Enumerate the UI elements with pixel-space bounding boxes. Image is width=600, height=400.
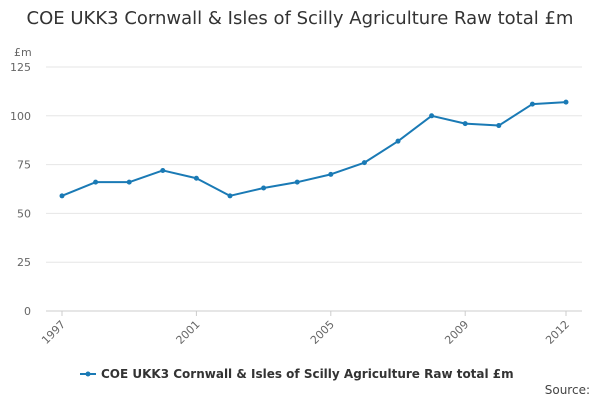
x-tick-label: 2005 <box>308 318 337 347</box>
chart-title: COE UKK3 Cornwall & Isles of Scilly Agri… <box>26 8 574 29</box>
y-tick-label: 50 <box>17 207 31 220</box>
x-tick-label: 1997 <box>39 318 68 347</box>
data-point <box>563 99 569 105</box>
gridlines <box>46 66 582 312</box>
data-point <box>59 193 65 199</box>
y-tick-label: 100 <box>10 110 31 123</box>
data-point <box>294 179 300 185</box>
data-point <box>126 179 132 185</box>
series-line <box>61 101 567 197</box>
data-point <box>462 121 468 127</box>
x-tick-label: 2009 <box>442 318 471 347</box>
data-point <box>93 179 99 185</box>
series-layer <box>59 99 569 199</box>
x-axis: 1997 2001 2005 2009 2012 <box>39 311 572 347</box>
y-tick-label: 0 <box>24 305 31 318</box>
data-point <box>160 167 166 173</box>
y-tick-label: 75 <box>17 159 31 172</box>
y-tick-label: 125 <box>10 61 31 74</box>
data-point <box>496 123 502 129</box>
data-point <box>361 160 367 166</box>
data-point <box>328 171 334 177</box>
data-point <box>429 113 435 119</box>
data-point <box>395 138 401 144</box>
y-axis: £m 0 25 50 75 100 125 <box>10 46 32 318</box>
data-point <box>529 101 535 107</box>
y-tick-label: 25 <box>17 256 31 269</box>
data-point <box>193 175 199 181</box>
legend[interactable]: COE UKK3 Cornwall & Isles of Scilly Agri… <box>80 367 514 381</box>
x-tick-label: 2012 <box>543 318 572 347</box>
data-point <box>261 185 267 191</box>
legend-swatch-marker <box>85 371 91 377</box>
x-tick-label: 2001 <box>174 318 203 347</box>
source-label: Source: <box>544 383 590 397</box>
data-point <box>227 193 233 199</box>
y-axis-label: £m <box>14 46 32 59</box>
legend-label[interactable]: COE UKK3 Cornwall & Isles of Scilly Agri… <box>101 367 514 381</box>
